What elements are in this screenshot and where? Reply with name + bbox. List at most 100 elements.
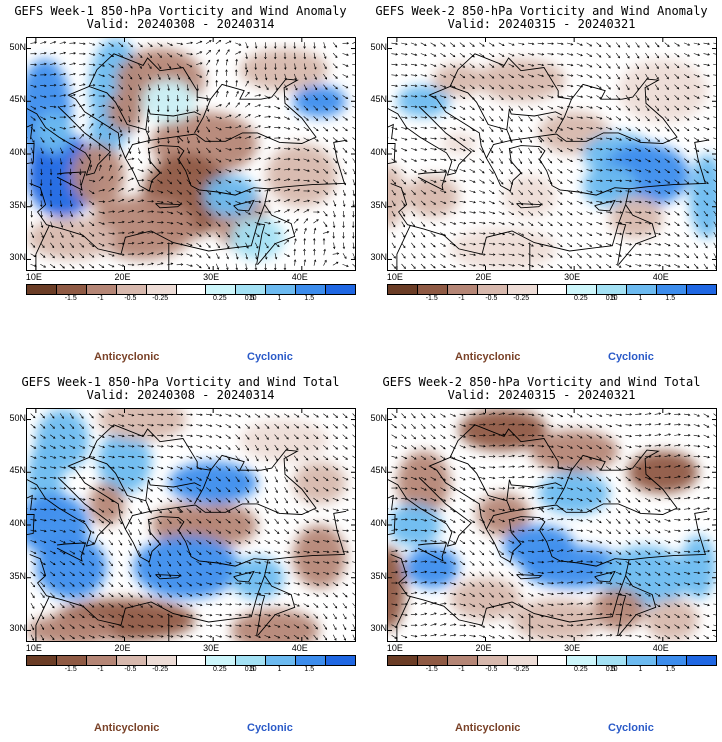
colorbar-tick-label: -1 (458, 295, 465, 302)
latitude-label: 30N (9, 252, 26, 263)
panel-week1-total: GEFS Week-1 850-hPa Vorticity and Wind T… (0, 371, 361, 742)
vorticity-region (689, 154, 716, 239)
colorbar-swatch (388, 656, 418, 665)
colorbar-swatch (447, 285, 478, 294)
vorticity-region (627, 451, 699, 494)
colorbar-swatch (627, 656, 658, 665)
vorticity-region (538, 472, 610, 515)
panel-valid-dates: Valid: 20240308 - 20240314 (86, 17, 275, 31)
vorticity-region (405, 546, 459, 589)
colorbar-swatch (176, 285, 207, 294)
map-canvas (27, 409, 355, 641)
colorbar-tick-label: 0.5 (605, 666, 616, 673)
colorbar-swatch (236, 656, 267, 665)
vorticity-map (26, 408, 356, 642)
latitude-label: 50N (9, 41, 26, 52)
colorbar-swatch (266, 285, 297, 294)
colorbar-tick-label: -1 (97, 295, 104, 302)
longitude-label: 40E (291, 272, 308, 282)
vorticity-region (204, 175, 258, 218)
longitude-label: 40E (652, 272, 669, 282)
latitude-label: 40N (9, 147, 26, 157)
colorbar-tick-label: -1.5 (425, 666, 438, 673)
coastlines (388, 424, 716, 641)
colorbar-swatch (507, 656, 538, 665)
latitude-label: 35N (9, 570, 26, 581)
colorbar-scale-mark: 10 (248, 666, 257, 673)
colorbar-swatch (206, 285, 237, 294)
anticyclonic-label: Anticyclonic (94, 351, 160, 363)
colorbar-tick-label: 0.25 (213, 666, 227, 673)
colorbar-swatch (687, 656, 716, 665)
colorbar-tick-label: 0.25 (574, 666, 588, 673)
vorticity-region (520, 546, 628, 589)
vorticity-map (387, 37, 717, 271)
latitude-label: 45N (9, 465, 26, 476)
longitude-label: 30E (564, 643, 581, 653)
colorbar-tick-label: -0.5 (485, 666, 498, 673)
longitude-label: 40E (652, 643, 669, 653)
colorbar-swatch (627, 285, 658, 294)
vorticity-region (186, 503, 258, 547)
colorbar-swatch (326, 656, 355, 665)
colorbar-swatch (116, 285, 147, 294)
longitude-label: 10E (25, 272, 42, 282)
vorticity-region (476, 493, 530, 536)
vorticity-region (388, 503, 442, 547)
colorbar-swatch (477, 656, 508, 665)
colorbar-swatch (417, 285, 448, 294)
colorbar-swatch (567, 285, 598, 294)
anticyclonic-label: Anticyclonic (455, 722, 521, 734)
wind-vectors (30, 413, 355, 641)
cyclonic-label: Cyclonic (608, 722, 654, 734)
longitude-label: 10E (25, 643, 42, 653)
latitude-label: 45N (9, 94, 26, 105)
colorbar-scale-mark: 10 (248, 295, 257, 302)
colorbar-swatch (86, 656, 117, 665)
vorticity-region (133, 535, 240, 599)
longitude-label: 20E (475, 643, 492, 653)
colorbar-swatch (326, 285, 355, 294)
longitude-label: 30E (203, 643, 220, 653)
colorbar-swatch (146, 656, 177, 665)
colorbar-tick-label: 1.5 (304, 666, 315, 673)
colorbar-swatch (206, 656, 237, 665)
vorticity-region (618, 59, 708, 123)
latitude-label: 45N (370, 465, 387, 476)
colorbar-swatch (567, 656, 598, 665)
latitude-label: 30N (370, 252, 387, 263)
longitude-label: 20E (114, 643, 131, 653)
vorticity-region (27, 614, 116, 641)
vorticity-region (292, 461, 347, 504)
wind-vectors (391, 412, 716, 640)
map-canvas (27, 38, 355, 270)
colorbar-tick-label: 0.25 (213, 295, 227, 302)
colorbar-swatch (116, 656, 147, 665)
latitude-label: 35N (9, 199, 26, 210)
map-canvas (388, 38, 716, 270)
latitude-label: 40N (370, 518, 387, 528)
vorticity-region (450, 577, 521, 620)
vorticity-region (512, 598, 601, 641)
latitude-label: 50N (370, 41, 387, 52)
colorbar-tick-label: 0.5 (605, 295, 616, 302)
colorbar-scale-mark: 10 (609, 666, 618, 673)
colorbar-swatch (266, 656, 297, 665)
vorticity-region (97, 409, 187, 441)
longitude-label: 10E (386, 272, 403, 282)
panel-week2-total: GEFS Week-2 850-hPa Vorticity and Wind T… (361, 371, 722, 742)
colorbar-tick-label: -0.5 (124, 666, 137, 673)
vorticity-region (680, 535, 716, 599)
colorbar-tick-label: -1 (458, 666, 465, 673)
vorticity-region (35, 535, 107, 599)
vorticity-region (529, 430, 619, 473)
colorbar-tick-label: -0.25 (152, 295, 169, 302)
vorticity-shading (388, 59, 716, 270)
vorticity-region (239, 419, 329, 462)
colorbar-tick-label: -0.25 (513, 666, 530, 673)
colorbar-swatch (507, 285, 538, 294)
longitude-label: 30E (203, 272, 220, 282)
colorbar-swatch (657, 285, 688, 294)
vorticity-map (26, 37, 356, 271)
vorticity-region (142, 80, 196, 123)
